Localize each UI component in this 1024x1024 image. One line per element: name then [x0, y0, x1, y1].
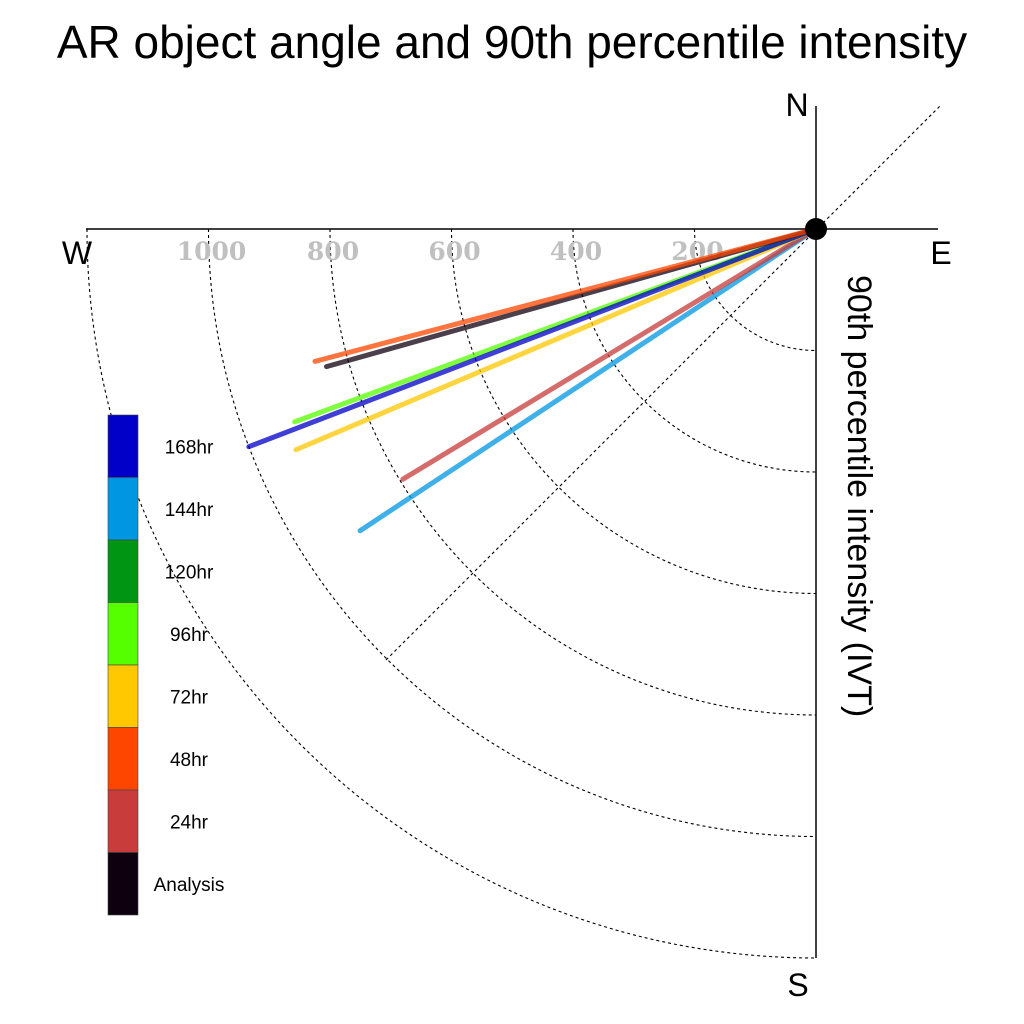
- legend-swatch-72hr: [107, 664, 139, 728]
- vector-48hr: [312, 226, 819, 364]
- legend-swatch-24hr: [107, 789, 139, 853]
- chart-title: AR object angle and 90th percentile inte…: [57, 16, 967, 68]
- legend: 168hr 144hr 120hr 96hr 72hr 48hr 24hr Analysis: [107, 414, 225, 916]
- vector-72hr: [293, 226, 819, 453]
- vector-24hr: [400, 226, 819, 482]
- compass-east: E: [930, 235, 951, 271]
- radial-tick-label: 1000: [177, 237, 247, 266]
- legend-swatch-48hr: [107, 727, 139, 791]
- radial-ring: [207, 228, 817, 838]
- legend-swatch-144hr: [107, 477, 139, 541]
- radial-ring: [329, 228, 817, 716]
- radial-tick-label: 600: [428, 237, 480, 266]
- legend-label: 72hr: [170, 687, 209, 708]
- compass-north: N: [785, 87, 808, 123]
- radial-ring: [693, 228, 817, 352]
- legend-label: 120hr: [165, 562, 214, 583]
- legend-label: Analysis: [154, 875, 225, 896]
- radial-rings: [86, 228, 817, 959]
- legend-label: 48hr: [170, 750, 209, 771]
- legend-label: 96hr: [170, 625, 209, 646]
- compass-south: S: [787, 967, 808, 1003]
- vector-168hr: [246, 226, 819, 450]
- radial-tick-label: 800: [307, 237, 359, 266]
- legend-label: 144hr: [165, 500, 214, 521]
- diagonal-guide-line: [385, 105, 941, 661]
- radial-ring: [86, 228, 817, 959]
- radial-ring: [450, 228, 817, 595]
- legend-label: 24hr: [170, 812, 209, 833]
- compass-west: W: [62, 235, 93, 271]
- radial-tick-label: 400: [550, 237, 602, 266]
- origin-marker: [805, 218, 827, 240]
- y-axis-label: 90th percentile intensity (IVT): [840, 275, 878, 717]
- legend-label: 168hr: [165, 437, 214, 458]
- series-vectors: [246, 226, 819, 534]
- radial-ring: [572, 228, 817, 473]
- legend-swatch-96hr: [107, 602, 139, 666]
- legend-swatch-120hr: [107, 539, 139, 603]
- legend-swatch-analysis: [107, 852, 139, 916]
- legend-swatch-168hr: [107, 414, 139, 478]
- vector-144hr: [357, 226, 819, 534]
